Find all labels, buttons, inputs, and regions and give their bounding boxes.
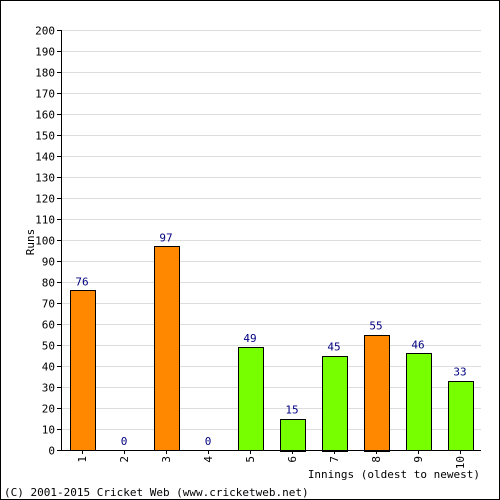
x-tick-label: 5 bbox=[244, 456, 257, 463]
y-tick-label: 10 bbox=[42, 424, 55, 437]
y-tick-label: 120 bbox=[35, 193, 55, 206]
x-tick-label: 4 bbox=[202, 456, 215, 463]
value-label: 97 bbox=[159, 231, 172, 244]
value-label: 15 bbox=[285, 404, 298, 417]
x-tick-label: 3 bbox=[160, 456, 173, 463]
value-label: 49 bbox=[243, 332, 256, 345]
x-tick-label: 1 bbox=[76, 456, 89, 463]
y-tick-label: 80 bbox=[42, 277, 55, 290]
y-ticks: 0 10 20 30 40 50 60 70 80 90 100 110 120 130 140 150 160… bbox=[35, 25, 61, 458]
y-tick-label: 0 bbox=[48, 445, 55, 458]
x-tick-label: 9 bbox=[412, 456, 425, 463]
y-tick-label: 140 bbox=[35, 151, 55, 164]
x-tick-label: 10 bbox=[454, 456, 467, 469]
y-tick-label: 90 bbox=[42, 256, 55, 269]
bar bbox=[448, 381, 474, 451]
y-tick-label: 160 bbox=[35, 109, 55, 122]
bars bbox=[70, 246, 474, 452]
x-tick-label: 8 bbox=[370, 456, 383, 463]
bar bbox=[322, 356, 348, 452]
x-tick-label: 2 bbox=[118, 456, 131, 463]
bar bbox=[238, 347, 264, 451]
value-label: 33 bbox=[453, 366, 466, 379]
value-label: 76 bbox=[75, 275, 88, 288]
value-labels: 76 0 97 0 49 15 45 55 46 33 bbox=[75, 231, 466, 448]
bar bbox=[406, 353, 432, 451]
y-tick-label: 170 bbox=[35, 88, 55, 101]
bar bbox=[364, 335, 390, 452]
x-axis-label: Innings (oldest to newest) bbox=[308, 468, 480, 481]
y-tick-label: 100 bbox=[35, 235, 55, 248]
x-ticks: 1 2 3 4 5 6 7 8 9 10 bbox=[76, 450, 467, 469]
x-tick-label: 7 bbox=[328, 456, 341, 463]
y-tick-label: 20 bbox=[42, 403, 55, 416]
y-tick-label: 60 bbox=[42, 319, 55, 332]
x-tick-label: 6 bbox=[286, 456, 299, 463]
copyright-text: (C) 2001-2015 Cricket Web (www.cricketwe… bbox=[4, 486, 309, 499]
y-tick-label: 200 bbox=[35, 25, 55, 38]
y-tick-label: 180 bbox=[35, 67, 55, 80]
bar bbox=[154, 246, 180, 451]
value-label: 0 bbox=[205, 435, 212, 448]
value-label: 46 bbox=[411, 338, 424, 351]
bar bbox=[70, 290, 96, 451]
bar bbox=[280, 419, 306, 452]
y-tick-label: 30 bbox=[42, 382, 55, 395]
y-tick-label: 190 bbox=[35, 46, 55, 59]
value-label: 0 bbox=[121, 435, 128, 448]
y-tick-label: 70 bbox=[42, 298, 55, 311]
value-label: 45 bbox=[327, 341, 340, 354]
axes bbox=[61, 30, 481, 451]
y-tick-label: 110 bbox=[35, 214, 55, 227]
y-axis-label: Runs bbox=[24, 229, 37, 256]
y-tick-label: 40 bbox=[42, 361, 55, 374]
y-tick-label: 130 bbox=[35, 172, 55, 185]
value-label: 55 bbox=[369, 320, 382, 333]
y-tick-label: 50 bbox=[42, 340, 55, 353]
y-tick-label: 150 bbox=[35, 130, 55, 143]
